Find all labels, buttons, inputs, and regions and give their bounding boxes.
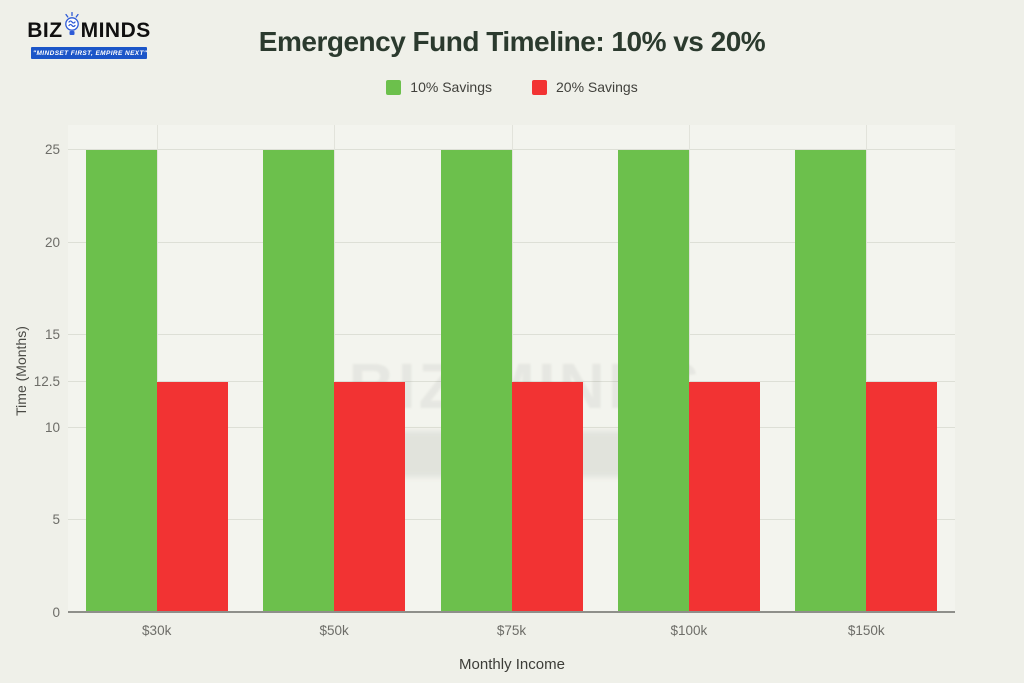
legend-swatch xyxy=(532,79,547,95)
x-tick-label: $100k xyxy=(670,623,708,638)
legend-item: 20% Savings xyxy=(532,79,638,95)
bar-20-savings-75k xyxy=(511,381,583,613)
y-tick-label: 10 xyxy=(44,419,60,435)
logo-tagline: "MINDSET FIRST, EMPIRE NEXT" xyxy=(31,47,147,59)
bar-20-savings-30k xyxy=(156,381,228,613)
v-gridline xyxy=(156,125,158,613)
lightbulb-brain-icon xyxy=(62,11,82,42)
y-tick-label: 25 xyxy=(44,142,60,157)
bar-10-savings-30k xyxy=(85,150,157,613)
y-tick-label: 0 xyxy=(52,605,60,620)
x-tick-label: $150k xyxy=(847,623,885,638)
bar-10-savings-50k xyxy=(263,150,335,613)
plot-area: BIZ MINDS xyxy=(68,125,955,613)
y-tick-label: 12.5 xyxy=(33,373,60,389)
x-axis-title: Monthly Income xyxy=(459,656,565,673)
bar-20-savings-50k xyxy=(334,381,406,613)
bar-20-savings-100k xyxy=(688,381,760,613)
logo-text-biz: BIZ xyxy=(27,18,63,42)
bar-10-savings-75k xyxy=(440,150,512,613)
x-axis-line xyxy=(68,611,955,613)
v-gridline xyxy=(866,125,868,613)
legend-swatch xyxy=(386,79,402,95)
v-gridline xyxy=(688,125,690,613)
x-tick-label: $75k xyxy=(496,623,527,638)
bar-20-savings-150k xyxy=(866,381,938,613)
bar-10-savings-150k xyxy=(795,150,867,613)
y-tick-label: 15 xyxy=(44,327,60,343)
x-tick-label: $30k xyxy=(142,623,172,638)
v-gridline xyxy=(511,125,513,613)
logo-wordmark: BIZ MINDS xyxy=(27,11,150,45)
legend-label: 10% Savings xyxy=(410,79,492,95)
y-tick-label: 20 xyxy=(44,234,60,250)
legend-item: 10% Savings xyxy=(386,79,492,95)
bizminds-logo: BIZ MINDS "MINDSET FIRST, EMPIRE NEXT" xyxy=(27,11,150,59)
v-gridline xyxy=(334,125,336,613)
bar-10-savings-100k xyxy=(617,150,689,613)
legend-label: 20% Savings xyxy=(556,79,638,95)
chart-legend: 10% Savings 20% Savings xyxy=(0,79,1024,95)
y-tick-label: 5 xyxy=(52,512,60,528)
x-tick-label: $50k xyxy=(319,623,349,638)
logo-text-minds: MINDS xyxy=(80,18,151,42)
chart-title: Emergency Fund Timeline: 10% vs 20% xyxy=(258,26,766,57)
